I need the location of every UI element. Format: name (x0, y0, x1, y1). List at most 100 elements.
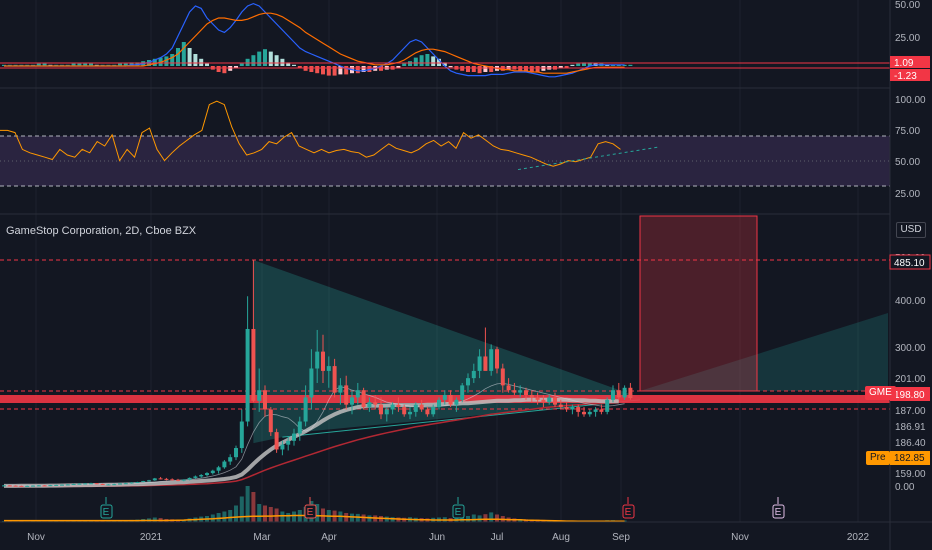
candle[interactable] (193, 475, 198, 479)
candle[interactable] (25, 485, 30, 487)
candle[interactable] (425, 407, 430, 417)
candle[interactable] (13, 485, 18, 487)
candle[interactable] (622, 385, 627, 400)
candle[interactable] (593, 407, 598, 417)
candle[interactable] (605, 397, 610, 415)
candle[interactable] (2, 485, 6, 487)
candle[interactable] (384, 407, 389, 422)
earnings-marker[interactable]: E (622, 497, 635, 519)
candle[interactable] (205, 472, 209, 477)
candle[interactable] (587, 409, 592, 417)
candle[interactable] (129, 482, 134, 484)
candle[interactable] (541, 395, 546, 408)
candle[interactable] (31, 485, 35, 487)
candle[interactable] (570, 404, 575, 415)
candle[interactable] (611, 385, 615, 403)
macd-pane[interactable] (0, 2, 890, 78)
candle[interactable] (495, 346, 499, 374)
candle[interactable] (350, 390, 354, 415)
candle[interactable] (245, 296, 250, 427)
candle[interactable] (83, 482, 88, 485)
candle[interactable] (71, 483, 76, 485)
candle[interactable] (326, 356, 331, 388)
candle[interactable] (251, 260, 256, 403)
candle[interactable] (234, 445, 238, 461)
candle[interactable] (152, 477, 157, 481)
candle[interactable] (106, 484, 111, 486)
candle[interactable] (274, 428, 279, 453)
candle[interactable] (506, 378, 511, 393)
candle[interactable] (123, 482, 128, 485)
rsi-pane[interactable] (0, 100, 890, 187)
candle[interactable] (582, 407, 586, 417)
candle[interactable] (373, 395, 378, 410)
candle[interactable] (48, 484, 53, 487)
candle[interactable] (338, 378, 343, 405)
candle[interactable] (65, 484, 70, 486)
currency-button[interactable]: USD (896, 222, 926, 238)
candle[interactable] (280, 440, 285, 456)
candle[interactable] (268, 407, 273, 436)
candle[interactable] (228, 454, 233, 465)
candle[interactable] (553, 392, 557, 408)
candle[interactable] (442, 390, 447, 405)
candle[interactable] (303, 385, 308, 427)
candle[interactable] (402, 404, 407, 417)
candle[interactable] (477, 349, 482, 379)
candle[interactable] (332, 358, 337, 398)
earnings-marker[interactable]: E (304, 497, 317, 519)
candle[interactable] (164, 477, 169, 481)
candle[interactable] (36, 485, 41, 487)
candle[interactable] (257, 368, 262, 412)
candle[interactable] (390, 402, 395, 415)
candle[interactable] (413, 402, 418, 417)
candle[interactable] (367, 397, 372, 412)
candle[interactable] (309, 349, 314, 410)
candle[interactable] (379, 397, 383, 420)
symbol-legend[interactable]: GameStop Corporation, 2D, Cboe BZX (6, 225, 197, 237)
candle[interactable] (483, 327, 488, 371)
earnings-marker[interactable]: E (772, 497, 785, 519)
candle[interactable] (616, 382, 621, 400)
candle[interactable] (576, 404, 581, 417)
projection-triangle[interactable] (640, 313, 888, 391)
candle[interactable] (216, 465, 221, 474)
candle[interactable] (321, 334, 325, 383)
candle[interactable] (77, 483, 82, 485)
candle[interactable] (135, 481, 140, 484)
candle[interactable] (431, 404, 436, 417)
candle[interactable] (297, 416, 302, 441)
candle[interactable] (147, 479, 151, 482)
candle[interactable] (599, 404, 604, 415)
candle[interactable] (263, 385, 267, 417)
candle[interactable] (181, 479, 186, 482)
candle[interactable] (210, 469, 215, 475)
candle[interactable] (512, 382, 517, 396)
candle[interactable] (112, 483, 117, 486)
candle[interactable] (19, 485, 24, 487)
candle[interactable] (54, 484, 59, 486)
candle[interactable] (170, 478, 175, 481)
candle[interactable] (489, 344, 494, 376)
candle[interactable] (158, 476, 163, 480)
candle[interactable] (7, 485, 12, 487)
candle[interactable] (437, 397, 441, 410)
candle[interactable] (355, 382, 360, 405)
candle[interactable] (547, 395, 552, 405)
candle[interactable] (535, 392, 540, 405)
candle[interactable] (448, 390, 453, 408)
short-position-zone[interactable] (639, 215, 758, 392)
candle[interactable] (344, 375, 349, 410)
candle[interactable] (466, 373, 470, 393)
candle[interactable] (408, 407, 412, 420)
candle[interactable] (628, 382, 633, 400)
earnings-marker[interactable]: E (452, 497, 465, 519)
candle[interactable] (89, 482, 93, 485)
candle[interactable] (524, 387, 528, 400)
candle[interactable] (518, 385, 523, 398)
candle[interactable] (471, 363, 476, 383)
candle[interactable] (419, 399, 424, 412)
candle[interactable] (222, 460, 227, 469)
